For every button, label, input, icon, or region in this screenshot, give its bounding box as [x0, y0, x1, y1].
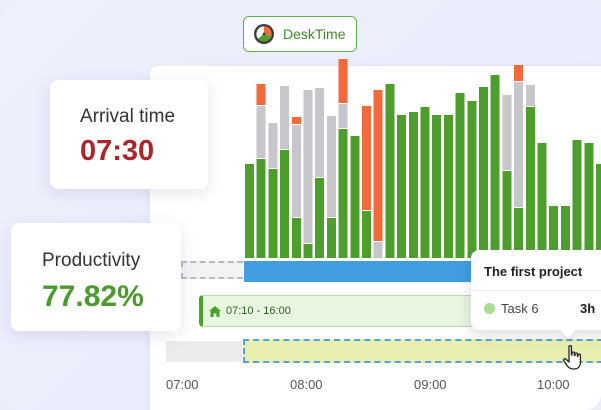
activity-bar-neutral[interactable]: [373, 242, 383, 258]
activity-bar-unproductive[interactable]: [256, 84, 266, 105]
project-track-empty: [166, 341, 242, 362]
activity-bar-productive[interactable]: [514, 208, 524, 258]
activity-bar-productive[interactable]: [432, 115, 442, 258]
activity-bar-productive[interactable]: [245, 164, 254, 258]
project-time-bar[interactable]: [243, 339, 601, 363]
activity-bar-productive[interactable]: [303, 244, 313, 258]
activity-bar-unproductive[interactable]: [362, 106, 371, 210]
time-tick: 09:00: [414, 377, 447, 392]
activity-bar-neutral[interactable]: [291, 125, 301, 217]
activity-bar-neutral[interactable]: [326, 116, 336, 217]
activity-bar-unproductive[interactable]: [373, 90, 383, 241]
activity-bar-productive[interactable]: [596, 164, 601, 258]
project-tooltip: The first project Task 6 3h: [471, 250, 601, 339]
task-color-dot: [484, 303, 495, 314]
productivity-value: 77.82%: [42, 280, 144, 313]
activity-bar-neutral[interactable]: [315, 88, 325, 177]
activity-bar-neutral[interactable]: [280, 86, 290, 149]
tooltip-title: The first project: [484, 264, 583, 279]
arrival-time-card: Arrival time 07:30: [50, 80, 208, 189]
tooltip-hours: 3h: [580, 301, 596, 316]
activity-bar-unproductive[interactable]: [338, 59, 348, 103]
schedule-bar[interactable]: 07:10 - 16:00: [199, 295, 499, 327]
activity-bar-productive[interactable]: [584, 143, 594, 258]
schedule-time: 07:10 - 16:00: [226, 305, 291, 317]
arrival-label: Arrival time: [80, 106, 176, 127]
activity-bar-productive[interactable]: [572, 140, 582, 258]
activity-bar-productive[interactable]: [525, 107, 535, 258]
hand-pointer-icon: [562, 345, 582, 370]
activity-bar-neutral[interactable]: [303, 90, 313, 243]
pre-arrival-placeholder: [181, 261, 243, 279]
activity-bar-productive[interactable]: [256, 159, 266, 258]
activity-bar-productive[interactable]: [549, 206, 559, 258]
activity-bar-productive[interactable]: [490, 75, 500, 258]
activity-bar-productive[interactable]: [280, 150, 290, 258]
activity-bar-productive[interactable]: [467, 101, 477, 258]
activity-bar-productive[interactable]: [443, 115, 453, 258]
activity-bar-unproductive[interactable]: [514, 65, 524, 81]
time-tick: 07:00: [166, 377, 199, 392]
activity-bar-productive[interactable]: [397, 115, 407, 258]
activity-bar-neutral[interactable]: [525, 85, 535, 106]
activity-bar-neutral[interactable]: [502, 95, 512, 170]
activity-bar-neutral[interactable]: [268, 123, 278, 168]
activity-bar-productive[interactable]: [385, 84, 395, 258]
productivity-label: Productivity: [42, 250, 141, 271]
activity-bar-productive[interactable]: [408, 112, 418, 258]
desktime-logo[interactable]: DeskTime: [243, 16, 357, 52]
time-tick: 08:00: [290, 377, 323, 392]
activity-bar-productive[interactable]: [560, 206, 570, 258]
activity-bar-productive[interactable]: [268, 169, 278, 258]
tooltip-task: Task 6: [501, 301, 539, 316]
activity-bar-neutral[interactable]: [256, 106, 266, 158]
home-icon: [209, 305, 221, 317]
activity-bar-productive[interactable]: [537, 143, 547, 258]
activity-bar-productive[interactable]: [362, 211, 371, 258]
activity-bar-productive[interactable]: [502, 171, 512, 258]
activity-bar-unproductive[interactable]: [291, 117, 301, 124]
activity-bar-productive[interactable]: [455, 93, 465, 258]
activity-bar-productive[interactable]: [291, 218, 301, 258]
activity-bar-neutral[interactable]: [514, 82, 524, 207]
activity-bar-productive[interactable]: [350, 136, 360, 258]
time-tick: 10:00: [537, 377, 570, 392]
activity-bar-productive[interactable]: [479, 87, 488, 258]
activity-bar-productive[interactable]: [326, 218, 336, 258]
logo-text: DeskTime: [283, 26, 346, 42]
productivity-card: Productivity 77.82%: [11, 223, 181, 331]
activity-bar-neutral[interactable]: [338, 104, 348, 128]
activity-bar-productive[interactable]: [338, 129, 348, 258]
activity-bar-productive[interactable]: [315, 178, 325, 258]
tooltip-divider: [471, 290, 601, 291]
clock-logo-icon: [254, 24, 274, 44]
arrival-value: 07:30: [80, 135, 155, 167]
activity-bar-productive[interactable]: [420, 107, 430, 258]
